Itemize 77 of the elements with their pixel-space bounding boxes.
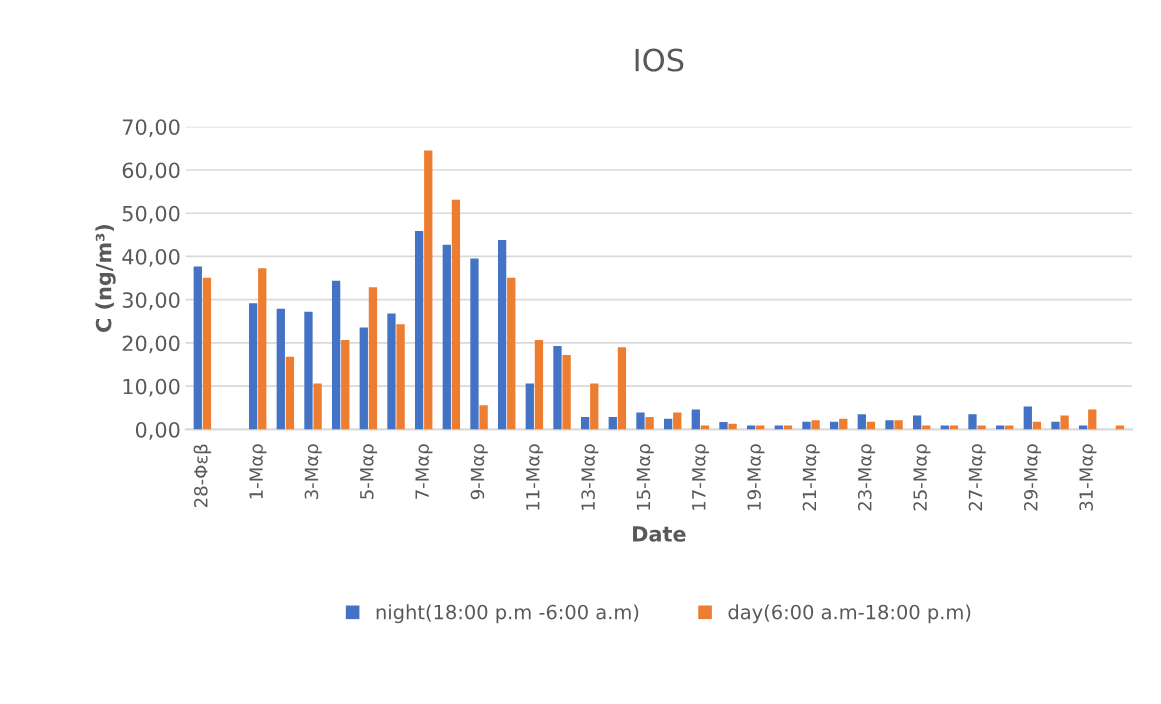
bar [424, 150, 433, 430]
x-tick-label: 31-Μαρ [1079, 444, 1097, 511]
bar [1051, 421, 1060, 430]
bar [1088, 409, 1097, 430]
bar [645, 416, 654, 430]
bar [258, 268, 267, 430]
bar [507, 277, 516, 430]
bar [359, 327, 368, 430]
y-tick-label: 70,00 [122, 119, 180, 138]
x-tick-label: 25-Μαρ [913, 444, 931, 511]
bar [285, 356, 295, 430]
bar [368, 287, 378, 430]
x-tick-label: 27-Μαρ [968, 444, 986, 511]
x-tick-label: 13-Μαρ [581, 444, 599, 510]
y-tick-label: 60,00 [122, 162, 180, 181]
bar [811, 420, 820, 430]
x-tick-label: 5-Μαρ [360, 444, 378, 499]
x-tick-label: 7-Μαρ [415, 444, 433, 499]
y-tick-label: 10,00 [123, 378, 180, 397]
y-axis-title: C (ng/m³) [95, 224, 116, 332]
x-tick-label: 1-Μαρ [249, 444, 267, 499]
bar [331, 280, 341, 430]
bar [470, 258, 479, 430]
bar [497, 240, 507, 430]
bar [673, 412, 682, 430]
y-tick-label: 20,00 [122, 335, 180, 354]
bar [479, 405, 488, 430]
x-tick-label: 11-Μαρ [526, 444, 544, 510]
bar [553, 345, 562, 430]
x-tick-label: 29-Μαρ [1023, 444, 1042, 511]
x-tick-label: 17-Μαρ [692, 444, 710, 510]
bar [728, 423, 737, 430]
bar [248, 303, 258, 430]
legend-label: night(18:00 p.m -6:00 a.m) [376, 604, 639, 624]
y-tick-label: 50,00 [122, 205, 180, 224]
x-tick-label: 9-Μαρ [470, 444, 488, 500]
x-tick-label: 23-Μαρ [857, 444, 876, 511]
bar [341, 339, 350, 430]
bar [1023, 406, 1032, 430]
bar [636, 412, 645, 430]
bar [894, 420, 903, 430]
bar [534, 339, 544, 430]
bar [580, 416, 590, 430]
x-tick-label: 15-Μαρ [636, 444, 654, 510]
bar [590, 383, 599, 430]
bar [912, 415, 922, 430]
bar [562, 355, 571, 430]
y-tick-label: 40,00 [122, 248, 180, 267]
bar [387, 313, 396, 430]
bar [304, 311, 313, 430]
legend-label: day(6:00 a.m-18:00 p.m) [728, 604, 971, 624]
bar [193, 266, 202, 430]
x-tick-label: 21-Μαρ [802, 444, 820, 511]
bar [857, 414, 866, 430]
bar [451, 199, 461, 430]
bar [802, 421, 811, 430]
bar [276, 308, 285, 430]
bar [525, 383, 534, 430]
bar [608, 416, 617, 430]
y-tick-label: 0,00 [135, 421, 180, 440]
bar [442, 244, 451, 430]
bar [968, 414, 977, 430]
bar [885, 420, 894, 430]
x-axis-title: Date [633, 526, 686, 542]
x-tick-label: 3-Μαρ [304, 444, 322, 499]
bar [1060, 415, 1069, 430]
x-tick-label: 28-Φεβ [193, 444, 212, 507]
bar [313, 383, 322, 430]
bar [396, 324, 405, 430]
bar [617, 347, 627, 430]
y-tick-label: 30,00 [122, 292, 180, 311]
bar [414, 230, 424, 430]
x-tick-label: 19-Μαρ [747, 444, 765, 510]
bar [691, 409, 700, 430]
chart-title: IOS [635, 48, 684, 72]
bar [202, 277, 212, 430]
bar [719, 422, 728, 430]
